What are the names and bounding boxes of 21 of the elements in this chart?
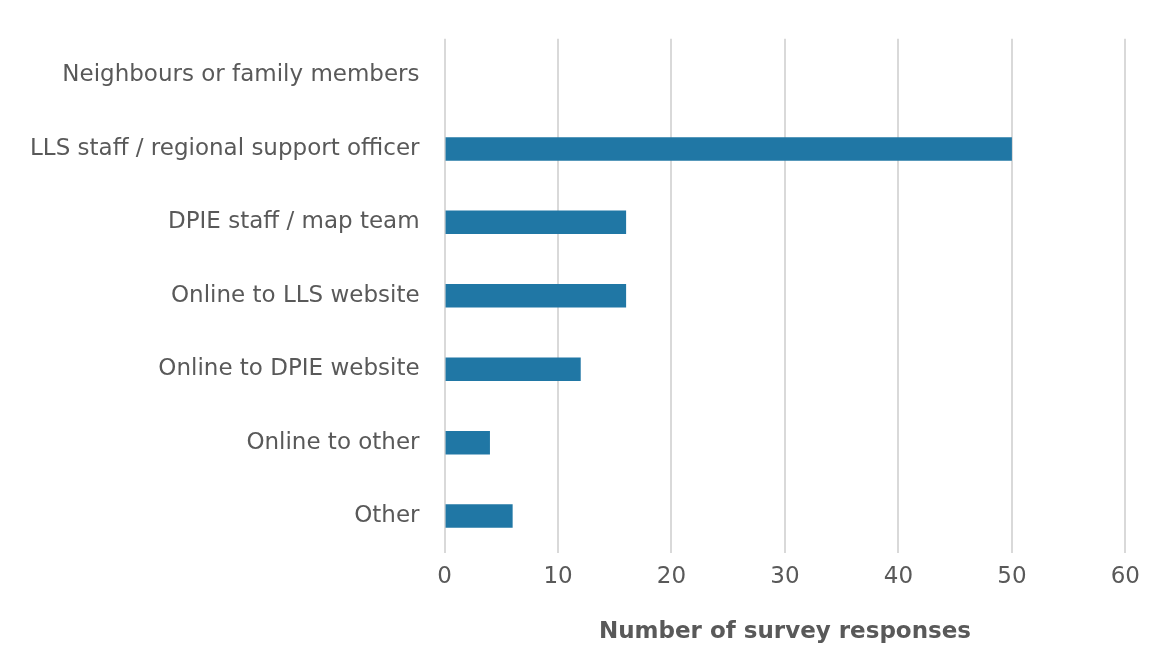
y-tick-label: Online to LLS website — [171, 280, 420, 307]
bar — [445, 357, 581, 381]
y-tick-label: Neighbours or family members — [62, 60, 420, 87]
bar — [445, 210, 627, 235]
x-tick-label: 0 — [437, 561, 452, 588]
y-tick-label: Online to DPIE website — [158, 354, 420, 381]
x-tick-label: 30 — [770, 561, 800, 588]
bar — [445, 430, 490, 455]
y-tick-label: LLS staff / regional support officer — [30, 133, 421, 160]
x-tick-label: 60 — [1110, 561, 1141, 588]
x-axis-title: Number of survey responses — [598, 617, 971, 644]
bar — [445, 284, 627, 308]
y-tick-label: Other — [354, 501, 421, 528]
x-tick-label: 50 — [997, 561, 1027, 588]
y-tick-label: Online to other — [246, 427, 421, 454]
bar — [445, 137, 1012, 161]
x-tick-label: 40 — [883, 561, 914, 588]
x-tick-label: 10 — [543, 561, 573, 588]
y-tick-label: DPIE staff / map team — [167, 207, 420, 234]
bar — [445, 504, 513, 528]
x-tick-label: 20 — [656, 561, 687, 588]
